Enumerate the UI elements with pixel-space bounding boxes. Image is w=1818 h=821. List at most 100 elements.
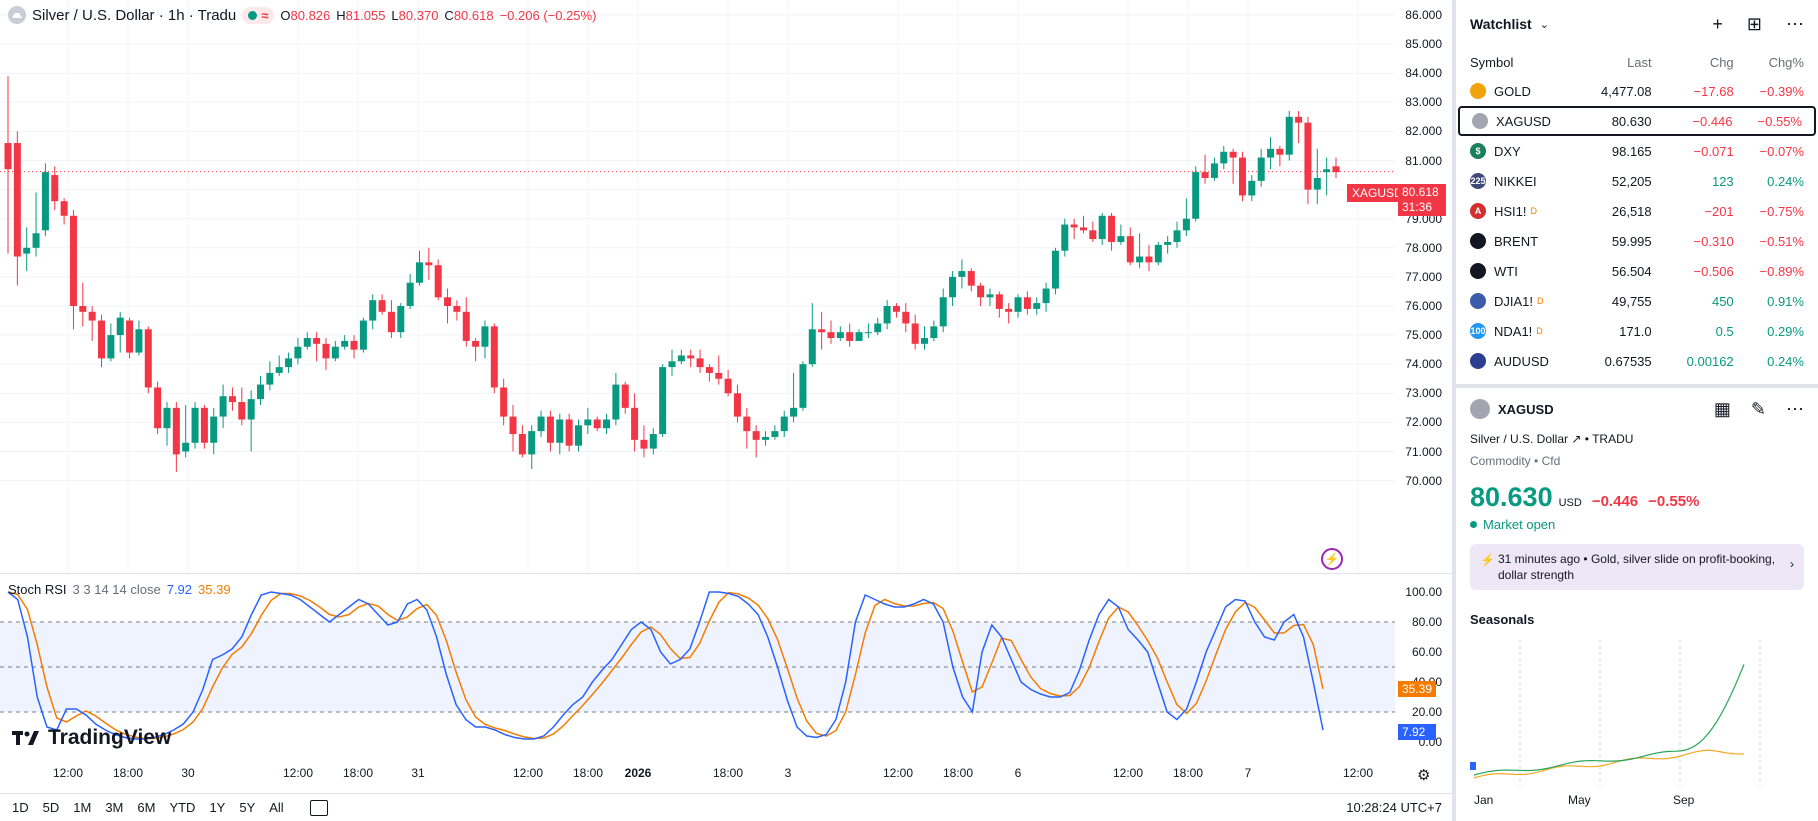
season-month-jan: Jan bbox=[1474, 793, 1494, 807]
watchlist-row[interactable]: DJIA1! D 49,755 450 0.91% bbox=[1456, 286, 1818, 316]
candle-body bbox=[696, 358, 704, 368]
watchlist-row[interactable]: WTI 56.504 −0.506 −0.89% bbox=[1456, 256, 1818, 286]
watchlist-row[interactable]: BRENT 59.995 −0.310 −0.51% bbox=[1456, 226, 1818, 256]
range-3m[interactable]: 3M bbox=[105, 800, 124, 815]
col-chg[interactable]: Chg bbox=[1709, 54, 1734, 70]
advanced-view-icon[interactable]: ⊞ bbox=[1746, 13, 1762, 34]
watchlist-row[interactable]: 100 NDA1! D 171.0 0.5 0.29% bbox=[1456, 316, 1818, 346]
clock-timezone[interactable]: 10:28:24 UTC+7 bbox=[1346, 800, 1442, 815]
more-options-icon[interactable]: ⋯ bbox=[1786, 398, 1804, 419]
watchlist-row[interactable]: AUDUSD 0.67535 0.00162 0.24% bbox=[1456, 346, 1818, 376]
layout-icon[interactable]: ▦ bbox=[1713, 398, 1731, 419]
range-1y[interactable]: 1Y bbox=[209, 800, 226, 815]
candle-body bbox=[4, 143, 12, 170]
time-axis-label: 18:00 bbox=[342, 766, 374, 780]
candle-body bbox=[883, 306, 891, 324]
range-ytd[interactable]: YTD bbox=[169, 800, 196, 815]
watchlist-row[interactable]: $ DXY 98.165 −0.071 −0.07% bbox=[1456, 136, 1818, 166]
time-axis-label: 3 bbox=[784, 766, 792, 780]
candle-body bbox=[1248, 180, 1256, 196]
right-panel: Watchlist ⌄ + ⊞ ⋯ Symbol Last Chg Chg% G… bbox=[1452, 0, 1818, 821]
tradingview-logo[interactable]: TradingView bbox=[12, 726, 171, 750]
candle-body bbox=[836, 332, 844, 339]
candle-body bbox=[967, 271, 975, 286]
range-1d[interactable]: 1D bbox=[12, 800, 29, 815]
candle-body bbox=[537, 416, 545, 432]
candle-body bbox=[98, 320, 106, 359]
range-1m[interactable]: 1M bbox=[73, 800, 92, 815]
candle-body bbox=[387, 311, 395, 333]
row-last: 49,755 bbox=[1611, 293, 1652, 309]
candle-body bbox=[864, 332, 872, 334]
external-link-icon[interactable]: ↗ bbox=[1571, 432, 1582, 446]
add-symbol-icon[interactable]: + bbox=[1712, 13, 1723, 34]
chevron-down-icon[interactable]: ⌄ bbox=[1539, 18, 1549, 31]
edit-note-icon[interactable]: ✎ bbox=[1750, 398, 1766, 419]
range-5d[interactable]: 5D bbox=[42, 800, 60, 815]
price-axis-label: 85.000 bbox=[1405, 37, 1442, 52]
price-axis-label: 82.000 bbox=[1405, 124, 1442, 139]
price-axis-label: 72.000 bbox=[1405, 415, 1442, 430]
candle-body bbox=[23, 247, 31, 254]
symbol-title[interactable]: Silver / U.S. Dollar · 1h · Tradu bbox=[32, 6, 237, 24]
candle-body bbox=[565, 419, 573, 446]
candle-body bbox=[1014, 297, 1022, 312]
candle-body bbox=[350, 340, 358, 350]
candle-body bbox=[528, 431, 536, 455]
watchlist-row[interactable]: XAGUSD 80.630 −0.446 −0.55% bbox=[1458, 106, 1816, 136]
seasonals-title[interactable]: Seasonals bbox=[1470, 612, 1535, 627]
season-month-sep: Sep bbox=[1673, 793, 1695, 807]
range-5y[interactable]: 5Y bbox=[239, 800, 256, 815]
symbol-price-tag: XAGUSD bbox=[1347, 184, 1408, 202]
detail-symbol[interactable]: XAGUSD bbox=[1498, 401, 1554, 417]
candle-body bbox=[546, 416, 554, 443]
candle-body bbox=[892, 306, 900, 312]
candle-body bbox=[228, 396, 236, 403]
candle-body bbox=[1313, 177, 1321, 190]
candle-body bbox=[659, 367, 667, 435]
candle-body bbox=[472, 340, 480, 347]
row-last: 26,518 bbox=[1611, 203, 1652, 219]
candle-body bbox=[556, 419, 564, 443]
watchlist-row[interactable]: A HSI1! D 26,518 −201 −0.75% bbox=[1456, 196, 1818, 226]
candle-body bbox=[275, 367, 283, 373]
news-item[interactable]: ⚡ 31 minutes ago • Gold, silver slide on… bbox=[1470, 544, 1804, 590]
delayed-badge: D bbox=[1537, 296, 1544, 306]
market-status-pill[interactable]: ≈ bbox=[242, 6, 275, 24]
stoch-rsi-pane[interactable] bbox=[0, 573, 1452, 753]
candle-body bbox=[631, 407, 639, 440]
rsi-legend[interactable]: Stoch RSI 3 3 14 14 close 7.92 35.39 bbox=[8, 582, 231, 597]
price-axis-label: 83.000 bbox=[1405, 95, 1442, 110]
settings-gear-icon[interactable]: ⚙ bbox=[1417, 767, 1431, 784]
col-chg-pct[interactable]: Chg% bbox=[1768, 54, 1804, 70]
candle-body bbox=[341, 340, 349, 347]
range-all[interactable]: All bbox=[269, 800, 284, 815]
bottom-toolbar: 1D 5D 1M 3M 6M YTD 1Y 5Y All 10:28:24 UT… bbox=[0, 793, 1452, 821]
candle-body bbox=[1192, 172, 1200, 219]
time-axis-label: 18:00 bbox=[572, 766, 604, 780]
watchlist-title[interactable]: Watchlist bbox=[1470, 16, 1532, 32]
stoch-d-line bbox=[7, 591, 1324, 740]
more-options-icon[interactable]: ⋯ bbox=[1786, 13, 1804, 34]
candle-body bbox=[1079, 227, 1087, 231]
news-flash-icon[interactable]: ⚡ bbox=[1321, 548, 1343, 570]
seasonals-chart[interactable] bbox=[1470, 640, 1808, 790]
change-value: −0.206 (−0.25%) bbox=[499, 7, 597, 23]
watchlist-row[interactable]: 225 NIKKEI 52,205 123 0.24% bbox=[1456, 166, 1818, 196]
candle-body bbox=[313, 338, 321, 344]
rsi-axis-label: 60.00 bbox=[1411, 645, 1442, 659]
col-symbol[interactable]: Symbol bbox=[1470, 54, 1514, 70]
col-last[interactable]: Last bbox=[1627, 54, 1652, 70]
chart-area[interactable]: Silver / U.S. Dollar · 1h · Tradu ≈ O80.… bbox=[0, 0, 1452, 821]
watchlist-row[interactable]: GOLD 4,477.08 −17.68 −0.39% bbox=[1456, 76, 1818, 106]
range-6m[interactable]: 6M bbox=[137, 800, 156, 815]
candle-body bbox=[640, 439, 648, 449]
candle-body bbox=[444, 297, 452, 306]
candle-body bbox=[172, 407, 180, 455]
candle-body bbox=[144, 329, 152, 388]
goto-date-calendar-icon[interactable] bbox=[309, 799, 328, 816]
time-axis-label: 2026 bbox=[624, 766, 652, 780]
row-symbol: XAGUSD bbox=[1496, 113, 1551, 129]
row-chg-pct: 0.91% bbox=[1767, 293, 1804, 309]
price-chart[interactable] bbox=[0, 0, 1452, 573]
